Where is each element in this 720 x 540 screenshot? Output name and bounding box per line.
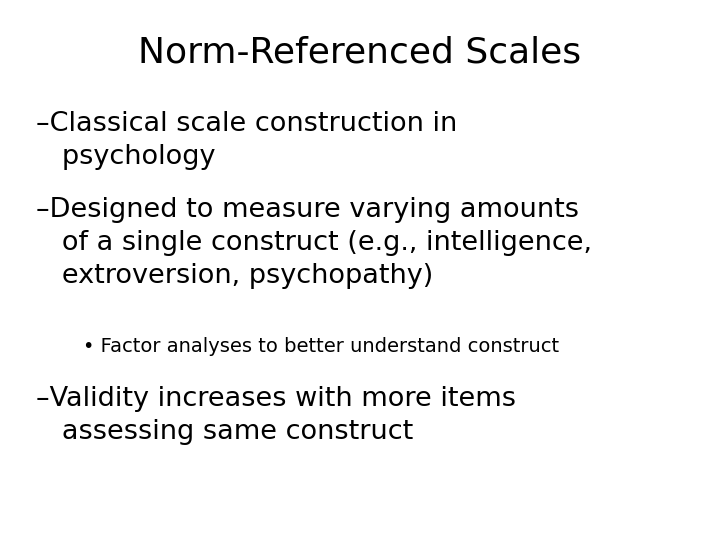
Text: –Validity increases with more items
   assessing same construct: –Validity increases with more items asse…: [36, 386, 516, 445]
Text: • Factor analyses to better understand construct: • Factor analyses to better understand c…: [83, 338, 559, 356]
Text: –Designed to measure varying amounts
   of a single construct (e.g., intelligenc: –Designed to measure varying amounts of …: [36, 197, 592, 289]
Text: –Classical scale construction in
   psychology: –Classical scale construction in psychol…: [36, 111, 457, 170]
Text: Norm-Referenced Scales: Norm-Referenced Scales: [138, 35, 582, 69]
